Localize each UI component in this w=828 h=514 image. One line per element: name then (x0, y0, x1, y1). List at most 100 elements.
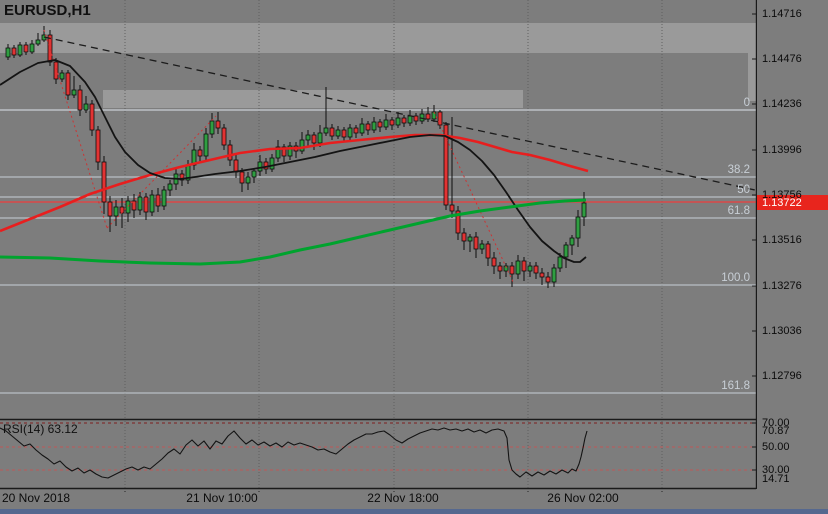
price-axis-label: 1.13996 (762, 144, 802, 156)
fib-level-label: 38.2 (728, 164, 750, 176)
bear-candle (353, 127, 359, 134)
bull-candle (557, 256, 563, 269)
bull-candle (359, 123, 365, 134)
bear-candle (497, 265, 503, 272)
bull-candle (575, 216, 581, 239)
fib-level-label: 50 (737, 184, 750, 196)
bear-candle (413, 115, 419, 122)
bear-candle (509, 265, 515, 275)
bear-candle (227, 144, 233, 161)
bull-candle (347, 127, 353, 138)
bull-candle (551, 267, 557, 283)
bear-candle (23, 44, 29, 53)
bull-candle (287, 145, 293, 157)
rsi-line (0, 427, 588, 479)
bull-candle (479, 243, 485, 250)
bear-candle (545, 276, 551, 283)
bull-candle (113, 206, 119, 217)
bull-candle (17, 44, 23, 56)
fib-level-label: 161.8 (721, 380, 750, 392)
bull-candle (5, 47, 11, 58)
bull-candle (335, 129, 341, 137)
current-price-value: 1.13722 (762, 196, 802, 209)
bear-candle (311, 134, 317, 144)
time-axis-label: 26 Nov 02:00 (547, 491, 619, 505)
bull-candle (569, 237, 575, 246)
bull-candle (251, 170, 257, 178)
bull-candle (323, 127, 329, 134)
price-axis-label: 1.13276 (762, 280, 802, 292)
bull-candle (35, 39, 41, 45)
bear-candle (95, 129, 101, 163)
bear-candle (239, 171, 245, 184)
bottom-edge-bar (0, 509, 828, 514)
bull-candle (149, 194, 155, 213)
bull-candle (167, 183, 173, 191)
time-axis-label: 22 Nov 18:00 (367, 491, 439, 505)
rsi-axis-label: 70.00 (762, 417, 790, 429)
bull-candle (371, 121, 377, 131)
bear-candle (473, 236, 479, 250)
bull-candle (299, 139, 305, 152)
rsi-axis-label: 14.71 (762, 473, 790, 485)
bear-candle (521, 260, 527, 272)
price-axis[interactable]: 1.13722 1.14716 1.14476 1.14236 1.13996 1.13… (757, 0, 828, 488)
bear-candle (341, 129, 347, 138)
rsi-axis-label: 70.87 (762, 425, 790, 437)
time-axis[interactable]: 20 Nov 2018 21 Nov 10:00 22 Nov 18:00 26 No… (0, 488, 828, 509)
bear-candle (221, 127, 227, 146)
bull-candle (71, 89, 77, 96)
bear-candle (329, 127, 335, 137)
price-axis-label: 1.13756 (762, 189, 802, 201)
bear-candle (455, 210, 461, 234)
bull-candle (407, 115, 413, 124)
bear-candle (485, 243, 491, 259)
bear-candle (215, 120, 221, 129)
price-axis-label: 1.13516 (762, 234, 802, 246)
price-axis-label: 1.12796 (762, 370, 802, 382)
price-zone-band (0, 23, 756, 53)
bear-candle (377, 121, 383, 128)
bear-candle (11, 47, 17, 56)
bear-candle (155, 194, 161, 207)
bull-candle (257, 161, 263, 172)
bear-candle (425, 113, 431, 120)
trendline (43, 36, 756, 191)
bull-candle (317, 132, 323, 144)
bull-candle (59, 72, 65, 80)
zigzag-segment (433, 111, 515, 285)
bear-candle (449, 204, 455, 212)
time-axis-label: 20 Nov 2018 (2, 491, 71, 505)
bull-candle (83, 103, 89, 111)
price-axis-label: 1.14716 (762, 8, 802, 20)
ma-green-line (0, 198, 587, 266)
bull-candle (203, 133, 209, 157)
bull-candle (209, 120, 215, 135)
bull-candle (503, 265, 509, 272)
bear-candle (107, 201, 113, 217)
ma-black-line (0, 59, 587, 263)
ma-red-line (0, 133, 589, 233)
bear-candle (437, 111, 443, 126)
price-axis-label: 1.14476 (762, 53, 802, 65)
symbol-timeframe-label: EURUSD,H1 (4, 2, 91, 19)
bear-candle (47, 34, 53, 63)
price-axis-label: 1.14236 (762, 98, 802, 110)
fib-level-label: 0 (744, 97, 750, 109)
chart-plot-area[interactable]: 0 38.2 50 61.8 100.0 161.8 (0, 0, 757, 494)
price-axis-label: 1.13036 (762, 325, 802, 337)
bull-candle (395, 117, 401, 126)
bear-candle (461, 232, 467, 242)
bear-candle (281, 146, 287, 157)
bear-candle (533, 265, 539, 274)
price-zone-band (748, 23, 756, 101)
bull-candle (125, 200, 131, 214)
bear-candle (101, 161, 107, 203)
bear-candle (197, 149, 203, 157)
fib-level-label: 61.8 (728, 205, 750, 217)
bear-candle (233, 159, 239, 173)
bear-candle (89, 103, 95, 131)
bull-candle (275, 146, 281, 159)
bear-candle (443, 124, 449, 206)
